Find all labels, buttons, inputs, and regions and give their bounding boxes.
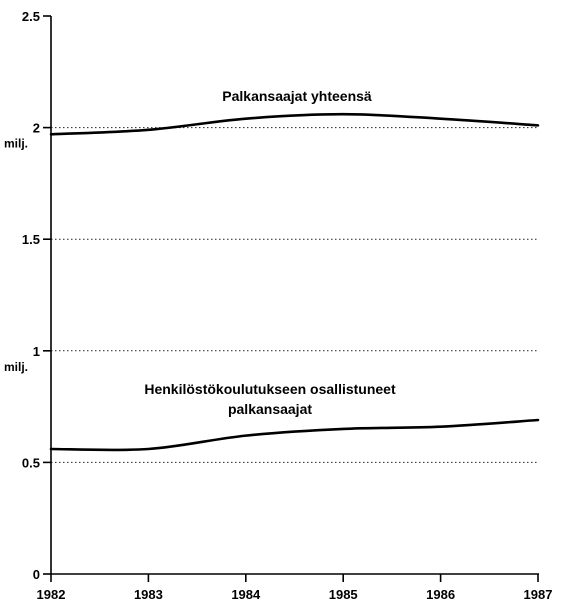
series-label: Henkilöstökoulutukseen osallistuneet [144, 381, 396, 397]
x-tick-label: 1984 [231, 587, 261, 602]
y-unit-label: milj. [4, 360, 28, 374]
x-tick-label: 1987 [524, 587, 553, 602]
x-tick-label: 1985 [329, 587, 358, 602]
gridlines [51, 127, 538, 463]
y-tick-label: 0 [33, 567, 40, 582]
y-tick-label: 1.5 [22, 232, 40, 247]
y-unit-label: milj. [4, 137, 28, 151]
y-tick-label: 0.5 [22, 455, 40, 470]
series-lines [49, 112, 540, 452]
series-labels: Palkansaajat yhteensä Henkilöstökoulutuks… [144, 88, 396, 417]
y-tick-label: 2 [33, 121, 40, 136]
x-tick-label: 1982 [37, 587, 66, 602]
y-tick-labels: 0 0.5 1 1.5 2 2.5 [22, 9, 40, 582]
y-tick-label: 2.5 [22, 9, 40, 24]
y-tick-label: 1 [33, 344, 40, 359]
x-tick-labels: 1982 1983 1984 1985 1986 1987 [37, 587, 553, 602]
unit-labels: milj. milj. [4, 137, 28, 374]
series-line [49, 112, 540, 136]
x-tick-label: 1983 [134, 587, 163, 602]
series-label: Palkansaajat yhteensä [222, 88, 372, 104]
axes [43, 15, 539, 582]
series-label: palkansaajat [228, 401, 312, 417]
x-tick-label: 1986 [426, 587, 455, 602]
series-line [49, 418, 540, 452]
